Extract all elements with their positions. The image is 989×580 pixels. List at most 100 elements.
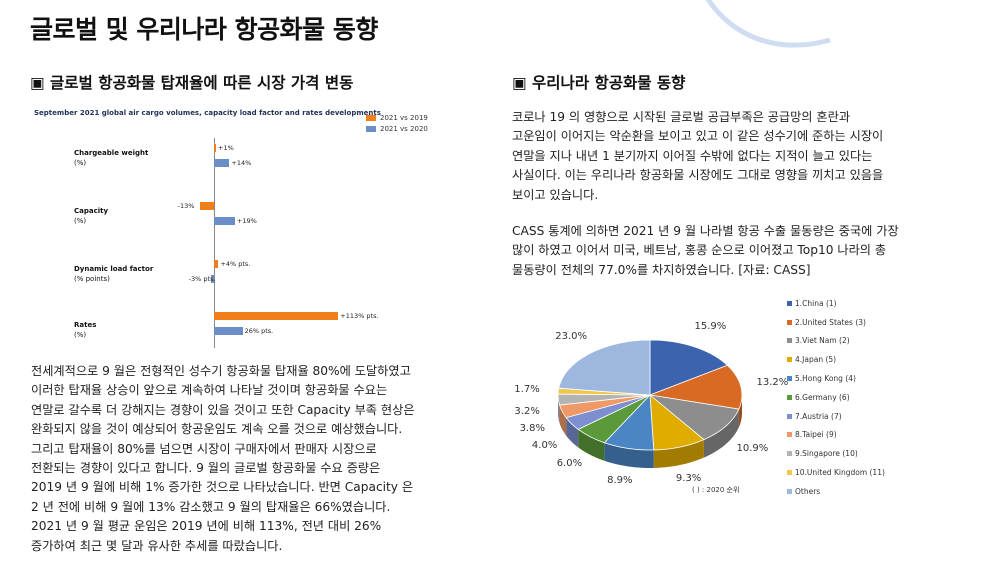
- text-line: 2019 년 9 월에 비해 1% 증가한 것으로 나타났습니다. 반면 Cap…: [31, 480, 414, 495]
- legend-label: 2021 vs 2020: [380, 124, 428, 133]
- bar-vs-2020: [214, 217, 235, 225]
- pie-slice: [649, 339, 729, 396]
- section-heading-global: ▣ 글로벌 항공화물 탑재율에 따른 시장 가격 변동: [30, 74, 354, 92]
- bar-value-label: +19%: [236, 217, 257, 225]
- category-name: Dynamic load factor: [74, 265, 154, 273]
- legend-item: 2.United States (3): [787, 313, 885, 332]
- legend-swatch: [787, 470, 792, 476]
- legend-label: 10.United Kingdom (11): [795, 468, 885, 478]
- category-unit: (%): [74, 159, 87, 167]
- pie-slice-side: [559, 405, 567, 436]
- chart-title: September 2021 global air cargo volumes,…: [34, 109, 381, 117]
- legend-swatch: [787, 394, 792, 400]
- legend-label: Others: [795, 486, 821, 496]
- legend-label: 2021 vs 2019: [380, 113, 428, 122]
- pie-slice: [558, 339, 651, 396]
- legend-swatch: [787, 357, 792, 363]
- legend-swatch: [366, 114, 376, 121]
- text-line: 2 년 전에 비해 9 월에 13% 감소했고 9 월의 탑재율은 66%였습니…: [31, 499, 391, 514]
- legend-item: Others: [787, 482, 885, 501]
- bar-chart: September 2021 global air cargo volumes,…: [30, 104, 428, 354]
- legend-label: 2.United States (3): [795, 317, 866, 327]
- legend-swatch: [787, 319, 792, 325]
- bar-value-label: -3% pts.: [188, 275, 216, 283]
- legend-swatch: [787, 413, 792, 419]
- legend-item: 1.China (1): [787, 294, 885, 313]
- pie-value-label: 3.2%: [514, 406, 540, 418]
- text-line: 고운임이 이어지는 악순환을 보이고 있고 이 같은 성수기에 준하는 시장이: [512, 129, 884, 144]
- pie-value-label: 1.7%: [514, 383, 540, 395]
- text-line: 물동량이 전체의 77.0%를 차지하였습니다. [자료: CASS]: [512, 262, 811, 277]
- legend-item: 5.Hong Kong (4): [787, 369, 885, 388]
- bar-vs-2019: [214, 312, 339, 320]
- legend-label: 9.Singapore (10): [795, 449, 858, 459]
- legend-item: 6.Germany (6): [787, 388, 885, 407]
- category-name: Capacity: [74, 207, 109, 215]
- legend-label: 4.Japan (5): [795, 355, 837, 365]
- pie-slice: [648, 364, 743, 410]
- legend-label: 6.Germany (6): [795, 392, 850, 402]
- legend-item: 2021 vs 2019: [366, 112, 428, 123]
- text-line: 완화되지 않을 것이 예상되어 항공운임도 계속 오를 것으로 예상했습니다.: [31, 422, 403, 437]
- legend-label: 5.Hong Kong (4): [795, 374, 856, 384]
- pie-value-label: 13.2%: [756, 377, 789, 389]
- category-name: Chargeable weight: [74, 149, 149, 157]
- legend-item: 2021 vs 2020: [366, 123, 428, 134]
- legend-swatch: [787, 451, 792, 457]
- category-label: Capacity (%): [74, 206, 108, 226]
- pie-value-label: 9.3%: [675, 472, 702, 484]
- chart-legend: 2021 vs 2019 2021 vs 2020: [366, 112, 428, 134]
- pie-legend: 1.China (1) 2.United States (3) 3.Viet Nam…: [787, 294, 885, 501]
- global-body-text: 전세계적으로 9 월은 전형적인 성수기 항공화물 탑재율 80%에 도달하였고…: [31, 362, 451, 556]
- text-line: 사실이다. 이는 우리나라 항공화물 시장에도 그대로 영향을 끼치고 있음을: [512, 168, 884, 183]
- page-title: 글로벌 및 우리나라 항공화물 동향: [30, 15, 378, 44]
- legend-swatch: [366, 125, 376, 132]
- category-label: Rates (%): [74, 320, 96, 340]
- bar-vs-2020: [210, 275, 214, 283]
- legend-swatch: [787, 488, 792, 494]
- korea-body-paragraph-1: 코로나 19 의 영향으로 시작된 글로벌 공급부족은 공급망의 혼란과 고운임…: [512, 108, 942, 205]
- bar-vs-2019: [199, 202, 214, 210]
- text-line: 2021 년 9 월 평균 운임은 2019 년에 비해 113%, 전년 대비…: [31, 519, 382, 534]
- pie-slice-side: [703, 409, 739, 458]
- category-unit: (% points): [74, 275, 110, 283]
- category-unit: (%): [74, 217, 87, 225]
- legend-item: 3.Viet Nam (2): [787, 332, 885, 351]
- bar-value-label: +4% pts.: [220, 260, 251, 268]
- bar-value-label: +14%: [231, 159, 252, 167]
- legend-item: 8.Taipei (9): [787, 426, 885, 445]
- text-line: 연말을 지나 내년 1 분기까지 이어질 수밖에 없다는 지적이 늘고 있다는: [512, 148, 873, 163]
- pie-value-label: 10.9%: [736, 443, 769, 455]
- text-line: CASS 통계에 의하면 2021 년 9 월 나라별 항공 수출 물동량은 중…: [512, 224, 899, 238]
- pie-value-label: 3.8%: [519, 422, 545, 434]
- zero-axis: [214, 138, 215, 348]
- text-line: 전환되는 경향이 있다고 합니다. 9 월의 글로벌 항공화물 수요 증량은: [31, 461, 381, 476]
- legend-swatch: [787, 300, 792, 306]
- pie-value-label: 4.0%: [531, 439, 558, 451]
- text-line: 코로나 19 의 영향으로 시작된 글로벌 공급부족은 공급망의 혼란과: [512, 110, 851, 124]
- legend-label: 1.China (1): [795, 298, 837, 308]
- pie-slice-side: [578, 429, 605, 461]
- pie-chart: [510, 320, 790, 490]
- legend-swatch: [787, 432, 792, 438]
- legend-label: 7.Austria (7): [795, 411, 842, 421]
- text-line: 연말로 갈수록 더 강해지는 경향이 있을 것이고 또한 Capacity 부족…: [31, 402, 415, 417]
- legend-item: 4.Japan (5): [787, 350, 885, 369]
- pie-value-label: 15.9%: [694, 321, 727, 333]
- category-name: Rates: [74, 321, 97, 329]
- pie-slice-side: [653, 439, 704, 468]
- text-line: 그리고 탑재율이 80%를 넘으면 시장이 구매자에서 판매자 시장으로: [31, 441, 377, 456]
- legend-item: 10.United Kingdom (11): [787, 463, 885, 482]
- bar-vs-2019: [214, 144, 216, 152]
- bar-vs-2020: [214, 327, 243, 335]
- korea-body-paragraph-2: CASS 통계에 의하면 2021 년 9 월 나라별 항공 수출 물동량은 중…: [512, 222, 942, 280]
- text-line: 많이 하였고 이어서 미국, 베트남, 홍콩 순으로 이어졌고 Top10 나라…: [512, 243, 887, 258]
- bar-vs-2020: [214, 159, 230, 167]
- bar-value-label: -13%: [177, 202, 195, 210]
- pie-value-label: 8.9%: [607, 474, 633, 486]
- legend-label: 8.Taipei (9): [795, 430, 837, 440]
- pie-value-label: 6.0%: [556, 458, 583, 470]
- pie-slice-side: [604, 442, 654, 468]
- bar-value-label: +1%: [218, 144, 234, 152]
- bar-vs-2019: [214, 260, 219, 268]
